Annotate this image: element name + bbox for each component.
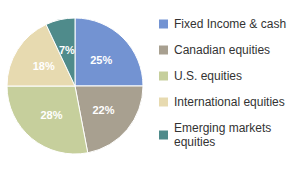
svg-text:International equities: International equities [174,95,285,109]
svg-text:Fixed Income & cash: Fixed Income & cash [174,17,286,31]
svg-text:28%: 28% [40,109,62,121]
svg-text:25%: 25% [90,54,112,66]
svg-text:Canadian equities: Canadian equities [174,43,270,57]
svg-text:18%: 18% [33,60,55,72]
svg-text:7%: 7% [59,44,75,56]
svg-text:U.S. equities: U.S. equities [174,69,242,83]
svg-text:equities: equities [174,135,215,149]
svg-text:Emerging markets: Emerging markets [174,121,275,135]
svg-text:22%: 22% [92,104,114,116]
